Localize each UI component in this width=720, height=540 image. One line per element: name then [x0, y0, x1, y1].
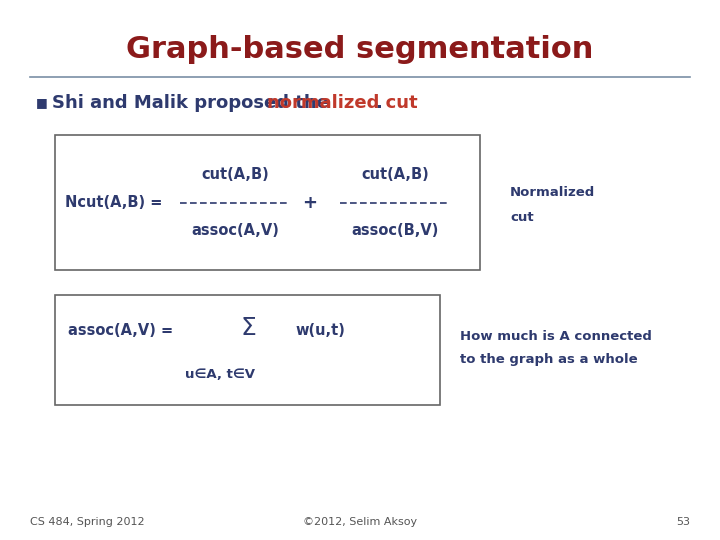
- Text: Shi and Malik proposed the: Shi and Malik proposed the: [52, 94, 335, 112]
- Text: Graph-based segmentation: Graph-based segmentation: [126, 36, 594, 64]
- Text: CS 484, Spring 2012: CS 484, Spring 2012: [30, 517, 145, 527]
- Bar: [55, 135, 480, 270]
- Text: .: .: [375, 94, 382, 112]
- Text: cut(A,B): cut(A,B): [201, 167, 269, 182]
- Text: ■: ■: [36, 97, 48, 110]
- Text: cut: cut: [510, 211, 534, 224]
- Text: How much is A connected: How much is A connected: [460, 329, 652, 342]
- Text: ©2012, Selim Aksoy: ©2012, Selim Aksoy: [303, 517, 417, 527]
- Text: Ncut(A,B) =: Ncut(A,B) =: [65, 195, 163, 210]
- Text: assoc(B,V): assoc(B,V): [351, 223, 438, 238]
- Text: to the graph as a whole: to the graph as a whole: [460, 354, 638, 367]
- Text: +: +: [302, 193, 318, 212]
- Text: Normalized: Normalized: [510, 186, 595, 199]
- Text: cut(A,B): cut(A,B): [361, 167, 429, 182]
- Bar: [55, 295, 440, 405]
- Text: Σ: Σ: [240, 316, 256, 340]
- Text: w(u,t): w(u,t): [295, 323, 345, 338]
- Text: u∈A, t∈V: u∈A, t∈V: [185, 368, 255, 381]
- Text: assoc(A,V) =: assoc(A,V) =: [68, 323, 173, 338]
- Text: assoc(A,V): assoc(A,V): [191, 223, 279, 238]
- Text: 53: 53: [676, 517, 690, 527]
- Text: normalized cut: normalized cut: [267, 94, 418, 112]
